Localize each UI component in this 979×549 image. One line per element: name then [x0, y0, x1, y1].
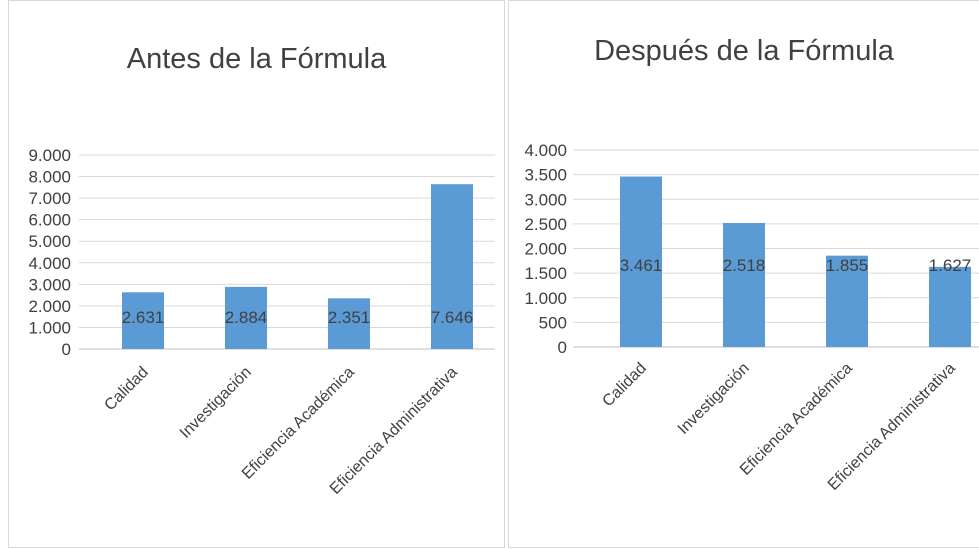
chart-panel-after: Después de la Fórmula 0 500 1.000 1.500 2.00… [508, 0, 979, 548]
y-tick-label: 1.000 [28, 318, 71, 337]
y-tick-label: 3.000 [524, 190, 567, 209]
y-tick-label: 9.000 [28, 146, 71, 165]
bar [328, 298, 370, 349]
category-label: Eficiencia Académica [239, 364, 358, 483]
bar [723, 222, 765, 347]
bar-chart-before: 0 1.000 2.000 3.000 4.000 5.000 6.000 7.000 8.00… [28, 146, 495, 498]
data-label: 2.518 [723, 256, 766, 275]
category-label: Calidad [101, 364, 151, 414]
y-tick-label: 5.000 [28, 232, 71, 251]
bar [225, 286, 267, 349]
data-label: 2.884 [225, 308, 268, 327]
category-label: Calidad [599, 360, 649, 410]
category-label: Investigación [177, 364, 255, 442]
chart-title-after: Después de la Fórmula [594, 35, 894, 67]
y-tick-label: 2.500 [524, 215, 567, 234]
y-tick-label: 0 [62, 340, 71, 359]
y-tick-label: 2.000 [28, 297, 71, 316]
bar [122, 292, 164, 349]
y-tick-label: 2.000 [524, 240, 567, 259]
y-tick-label: 3.500 [524, 166, 567, 185]
y-tick-label: 4.000 [524, 141, 567, 160]
bar [620, 176, 662, 347]
y-tick-label: 500 [539, 313, 567, 332]
data-label: 2.631 [122, 308, 165, 327]
y-tick-label: 8.000 [28, 168, 71, 187]
category-label: Investigación [675, 360, 753, 438]
category-label: Eficiencia Académica [737, 360, 856, 479]
data-label: 2.351 [328, 308, 371, 327]
y-tick-label: 3.000 [28, 275, 71, 294]
data-label: 7.646 [431, 308, 474, 327]
y-tick-label: 4.000 [28, 254, 71, 273]
y-tick-label: 1.500 [524, 264, 567, 283]
bar-chart-after: 0 500 1.000 1.500 2.000 2.500 3.000 3.500 4.000 3… [524, 141, 979, 494]
data-label: 1.855 [826, 256, 869, 275]
y-tick-label: 1.000 [524, 289, 567, 308]
chart-panel-before: Antes de la Fórmula 0 1.000 2.000 3.000 4.00… [8, 0, 505, 548]
y-tick-label: 6.000 [28, 211, 71, 230]
chart-title-before: Antes de la Fórmula [126, 43, 387, 75]
y-tick-label: 7.000 [28, 189, 71, 208]
y-tick-label: 0 [558, 338, 567, 357]
data-label: 1.627 [929, 256, 972, 275]
bar [431, 184, 473, 349]
bar [826, 255, 868, 347]
bar [929, 266, 971, 347]
data-label: 3.461 [620, 256, 663, 275]
